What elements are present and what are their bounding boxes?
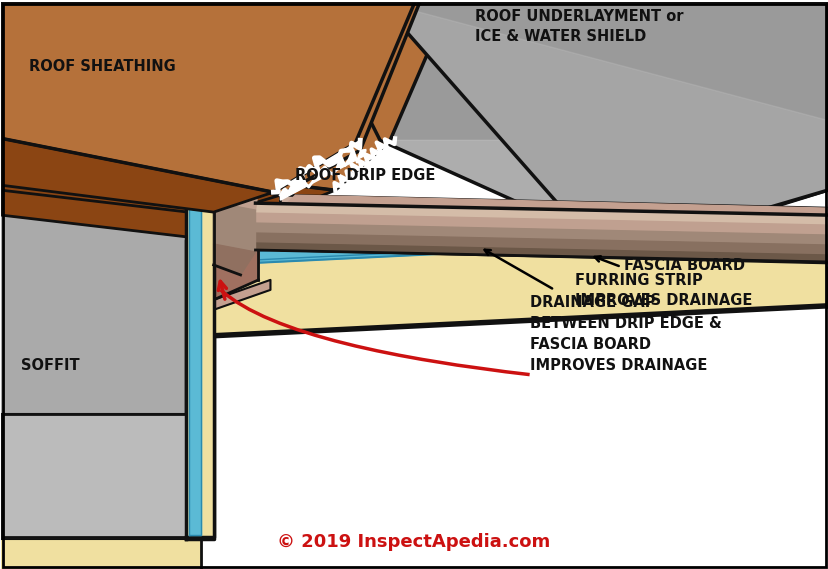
Polygon shape: [255, 213, 826, 235]
Polygon shape: [2, 414, 185, 537]
Polygon shape: [214, 244, 255, 275]
Polygon shape: [2, 414, 200, 569]
Polygon shape: [280, 206, 826, 230]
Polygon shape: [214, 195, 258, 217]
Polygon shape: [826, 230, 828, 307]
Text: SOFFIT: SOFFIT: [22, 358, 79, 373]
Polygon shape: [2, 150, 335, 240]
Polygon shape: [380, 141, 826, 230]
Polygon shape: [280, 195, 826, 219]
Polygon shape: [2, 539, 200, 569]
Text: FASCIA BOARD: FASCIA BOARD: [623, 258, 744, 273]
Polygon shape: [2, 145, 280, 215]
Polygon shape: [280, 228, 826, 252]
Polygon shape: [214, 230, 826, 337]
Polygon shape: [214, 222, 826, 262]
Polygon shape: [2, 2, 200, 569]
Polygon shape: [255, 243, 826, 262]
Polygon shape: [2, 2, 415, 192]
Text: ROOF SHEATHING: ROOF SHEATHING: [29, 59, 176, 73]
Polygon shape: [214, 280, 270, 310]
Polygon shape: [280, 217, 826, 241]
Polygon shape: [255, 223, 826, 245]
Polygon shape: [380, 2, 826, 228]
Text: ROOF DRIP EDGE: ROOF DRIP EDGE: [295, 168, 436, 183]
Polygon shape: [2, 2, 420, 195]
Text: © 2019 InspectApedia.com: © 2019 InspectApedia.com: [277, 533, 550, 551]
PathPatch shape: [826, 222, 828, 262]
Polygon shape: [214, 223, 826, 265]
Polygon shape: [273, 141, 359, 192]
Polygon shape: [2, 190, 185, 414]
Polygon shape: [255, 233, 826, 255]
Polygon shape: [280, 150, 364, 200]
Polygon shape: [380, 2, 826, 228]
Polygon shape: [214, 230, 826, 335]
Polygon shape: [214, 202, 255, 252]
Polygon shape: [2, 138, 273, 212]
Polygon shape: [185, 240, 214, 539]
Polygon shape: [270, 195, 826, 222]
Polygon shape: [255, 203, 826, 225]
Text: FURRING STRIP
IMPROVES DRAINAGE: FURRING STRIP IMPROVES DRAINAGE: [574, 273, 751, 308]
Polygon shape: [189, 242, 200, 537]
Text: DRAINAGE GAP
BETWEEN DRIP EDGE &
FASCIA BOARD
IMPROVES DRAINAGE: DRAINAGE GAP BETWEEN DRIP EDGE & FASCIA …: [529, 295, 720, 373]
Polygon shape: [310, 2, 826, 230]
Polygon shape: [280, 239, 826, 263]
Polygon shape: [826, 223, 828, 265]
Polygon shape: [189, 195, 200, 535]
Polygon shape: [185, 190, 214, 537]
Polygon shape: [280, 195, 826, 263]
Polygon shape: [214, 210, 260, 300]
Polygon shape: [2, 2, 450, 190]
Text: ROOF UNDERLAYMENT or
ICE & WATER SHIELD: ROOF UNDERLAYMENT or ICE & WATER SHIELD: [474, 9, 682, 44]
